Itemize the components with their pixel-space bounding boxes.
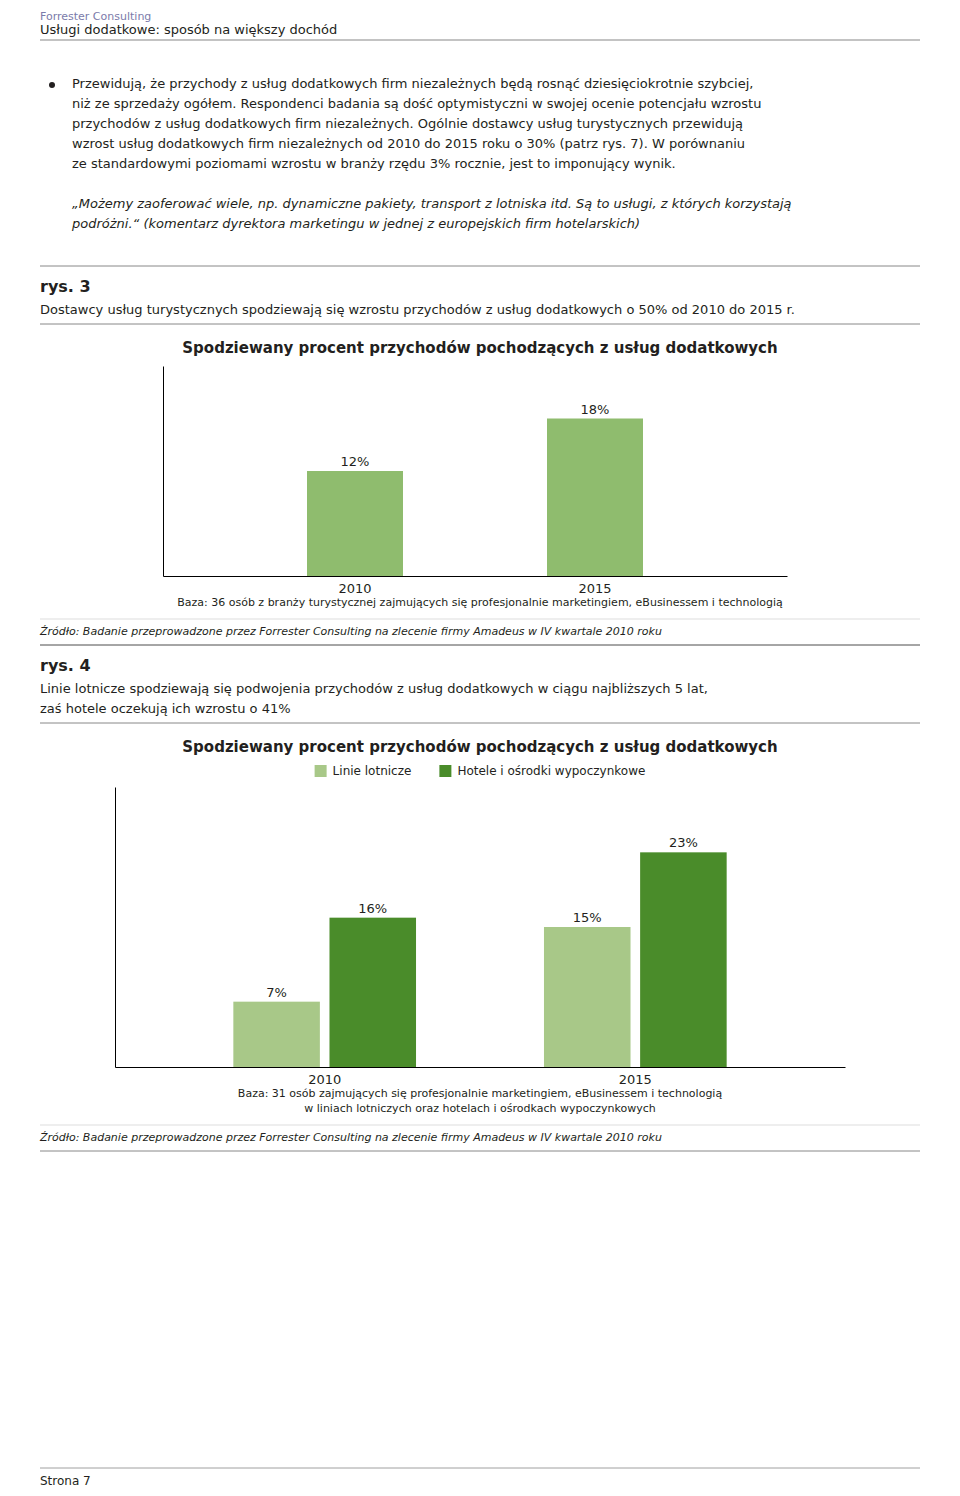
legend-label: Hotele i ośrodki wypoczynkowe <box>457 764 645 778</box>
section-description: Linie lotnicze spodziewają się podwojeni… <box>40 681 708 696</box>
data-label: 7% <box>266 985 287 1000</box>
section-label: rys. 4 <box>40 656 91 675</box>
footer: Strona 7 <box>40 1474 91 1488</box>
header-title: Usługi dodatkowe: sposób na większy doch… <box>40 22 337 37</box>
separator <box>40 39 920 40</box>
chart: 12% 18% 2010 2015 <box>164 367 788 597</box>
source: Źródło: Badanie przeprowadzone przez For… <box>39 1131 662 1144</box>
x-axis-line <box>116 1067 846 1068</box>
bar <box>544 927 631 1067</box>
separator <box>40 324 920 325</box>
x-tick: 2015 <box>578 576 611 596</box>
annotation: Baza: 31 osób zajmujących się profesjona… <box>238 1087 723 1100</box>
data-label: 18% <box>581 402 610 417</box>
separator <box>40 645 920 646</box>
chart-title: Spodziewany procent przychodów pochodząc… <box>182 339 777 357</box>
x-tick: 2015 <box>619 1067 652 1087</box>
legend-swatch <box>439 765 451 777</box>
data-label: 16% <box>358 901 387 916</box>
page: Forrester ConsultingUsługi dodatkowe: sp… <box>0 0 960 1496</box>
bars <box>233 852 726 1067</box>
bar <box>307 471 403 576</box>
data-label: 12% <box>341 454 370 469</box>
legend-swatch <box>315 765 327 777</box>
x-tick-label: 2015 <box>578 581 611 596</box>
legend-item: Hotele i ośrodki wypoczynkowe <box>439 764 645 778</box>
y-axis <box>115 788 116 1068</box>
x-tick-label: 2010 <box>308 1072 341 1087</box>
x-axis: 2010 2015 <box>116 1067 846 1087</box>
separator <box>40 266 920 267</box>
quote-text: „Możemy zaoferować wiele, np. dynamiczne… <box>72 196 792 211</box>
data-labels: 7% 15% 16% 23% <box>266 835 698 999</box>
y-axis-line <box>115 788 116 1068</box>
data-label: 23% <box>669 835 698 850</box>
x-tick-label: 2015 <box>619 1072 652 1087</box>
bars <box>307 419 643 577</box>
bar <box>547 419 643 577</box>
bar <box>329 918 416 1067</box>
chart: 7% 15% 16% 23% 2010 2015 <box>116 788 846 1088</box>
body-text: wzrost usług dodatkowych firm niezależny… <box>72 136 745 151</box>
body-text: niż ze sprzedaży ogółem. Respondenci bad… <box>72 96 761 111</box>
body-text: przychodów z usług dodatkowych firm niez… <box>72 116 743 131</box>
quote-text: podróżni.“ (komentarz dyrektora marketin… <box>71 216 640 231</box>
body-text: ze standardowymi poziomami wzrostu w bra… <box>72 156 676 171</box>
x-axis-line <box>164 576 788 577</box>
x-axis: 2010 2015 <box>164 576 788 596</box>
bullet <box>49 82 55 88</box>
separator <box>40 723 920 724</box>
annotation: Baza: 36 osób z branży turystycznej zajm… <box>177 596 783 609</box>
annotation: w liniach lotniczych oraz hotelach i ośr… <box>304 1102 655 1115</box>
bar <box>640 852 727 1067</box>
separator <box>40 645 920 646</box>
source: Źródło: Badanie przeprowadzone przez For… <box>39 625 662 638</box>
y-axis <box>163 367 164 577</box>
separator <box>40 1125 920 1126</box>
legend: Linie lotnicze Hotele i ośrodki wypoczynk… <box>315 764 646 778</box>
legend-label: Linie lotnicze <box>333 764 412 778</box>
separator <box>40 1468 920 1469</box>
data-label: 15% <box>573 910 602 925</box>
x-tick: 2010 <box>338 576 371 596</box>
section-description: zaś hotele oczekują ich wzrostu o 41% <box>40 701 291 716</box>
section-label: rys. 3 <box>40 277 91 296</box>
x-tick-label: 2010 <box>338 581 371 596</box>
body-text: Przewidują, że przychody z usług dodatko… <box>72 76 753 91</box>
separator <box>40 619 920 620</box>
legend-item: Linie lotnicze <box>315 764 412 778</box>
x-tick: 2010 <box>308 1067 341 1087</box>
separator <box>40 1151 920 1152</box>
y-axis-line <box>163 367 164 577</box>
bar <box>233 1002 320 1067</box>
chart-title: Spodziewany procent przychodów pochodząc… <box>182 738 777 756</box>
data-labels: 12% 18% <box>341 402 610 470</box>
section-description: Dostawcy usług turystycznych spodziewają… <box>40 302 795 317</box>
